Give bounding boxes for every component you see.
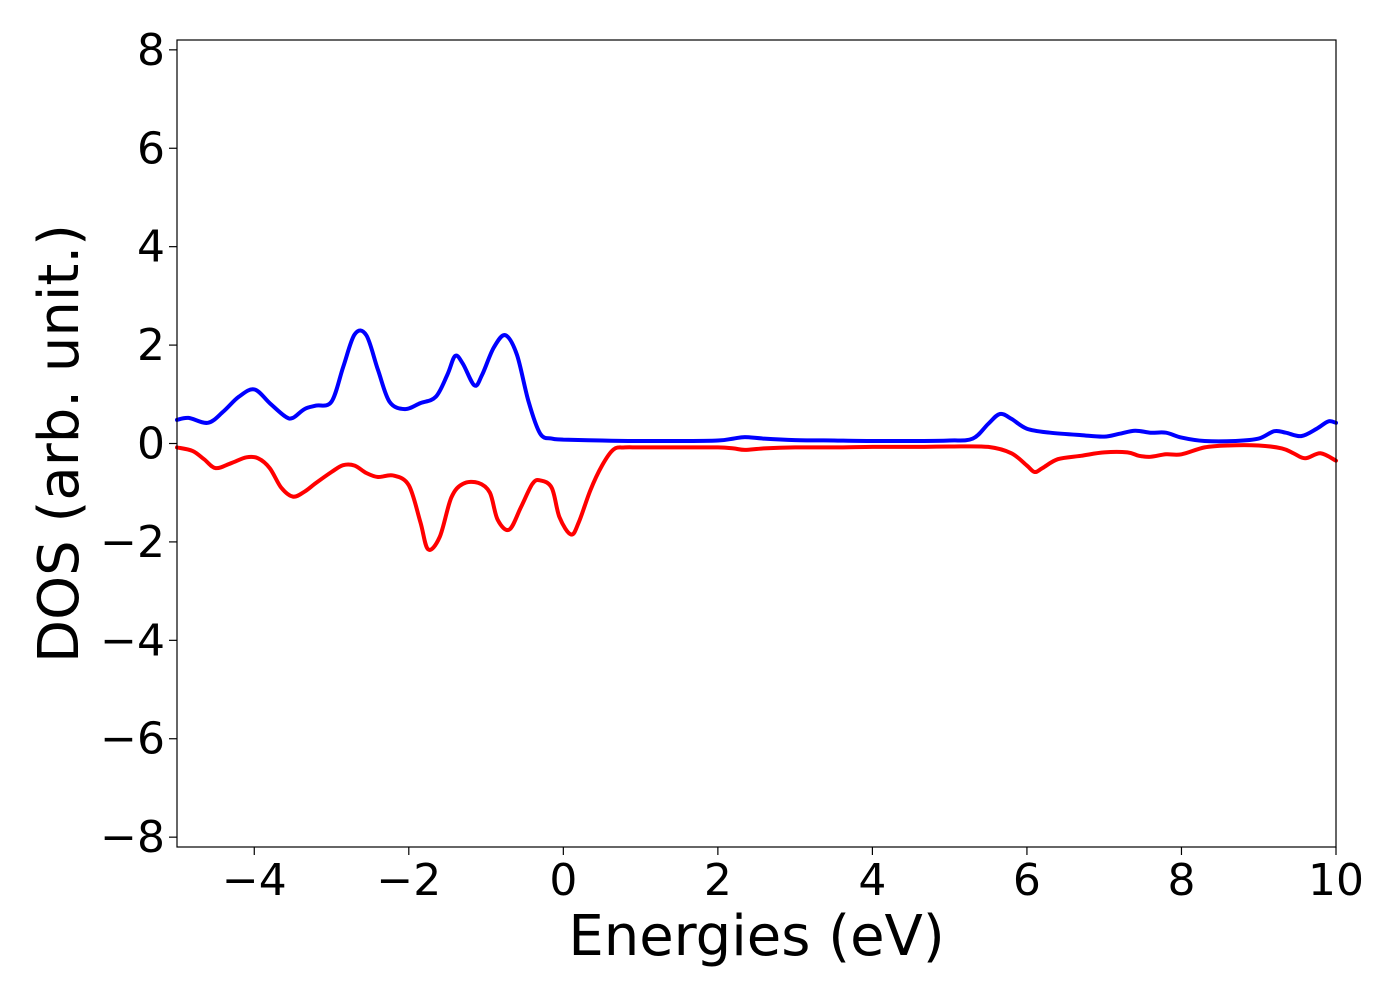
- y-tick-label: −6: [100, 714, 165, 765]
- series-layer: [175, 328, 1338, 552]
- x-axis-ticks: −4 −2 0 2 4 6 8 10: [222, 847, 1364, 906]
- y-tick-label: −2: [100, 517, 165, 568]
- y-tick-label: 4: [137, 222, 165, 273]
- x-tick-label: 0: [549, 855, 577, 906]
- series-line-blue: [175, 328, 1338, 444]
- plot-frame: [176, 39, 1337, 848]
- x-axis-label: Energies (eV): [568, 904, 944, 969]
- y-axis-ticks: 8 6 4 2 0 −2 −4 −6 −8: [100, 25, 177, 863]
- y-tick-label: −4: [100, 615, 165, 666]
- y-tick-label: 0: [137, 419, 165, 470]
- x-tick-label: −2: [376, 855, 441, 906]
- y-tick-label: 6: [137, 123, 165, 174]
- x-tick-label: 2: [704, 855, 732, 906]
- series-line-red: [175, 443, 1338, 552]
- y-tick-label: 8: [137, 25, 165, 76]
- x-tick-label: 4: [858, 855, 886, 906]
- x-tick-label: 6: [1013, 855, 1041, 906]
- y-tick-label: 2: [137, 320, 165, 371]
- x-tick-label: 10: [1308, 855, 1364, 906]
- y-tick-label: −8: [100, 812, 165, 863]
- x-tick-label: −4: [222, 855, 287, 906]
- x-tick-label: 8: [1167, 855, 1195, 906]
- y-axis-label: DOS (arb. unit.): [27, 224, 92, 663]
